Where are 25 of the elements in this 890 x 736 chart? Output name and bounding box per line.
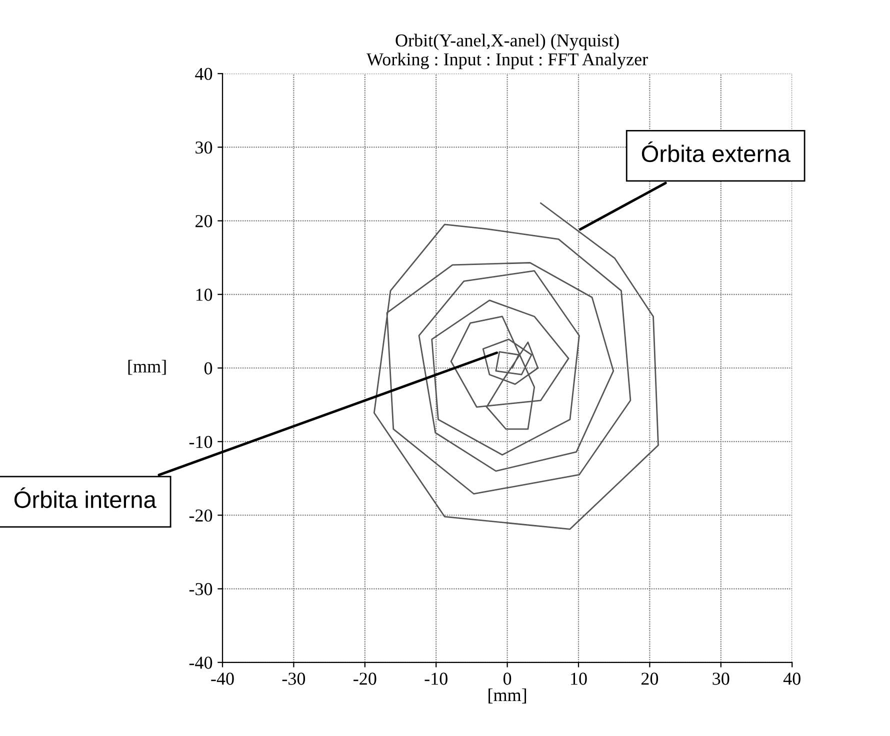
line-series: [373, 202, 659, 530]
y-tick-label: 30: [196, 141, 212, 154]
x-tick-label: -10: [424, 672, 448, 685]
x-tick-label: -40: [211, 672, 234, 685]
annotation: Órbita externa: [642, 141, 790, 162]
chart-title: Orbit(Y-anel,X-anel) (Nyquist): [396, 34, 619, 50]
y-tick-label: 0: [204, 362, 212, 374]
x-tick-label: -20: [354, 672, 376, 685]
y-tick-label: -10: [189, 436, 212, 448]
x-axis-title: [mm]: [488, 688, 526, 704]
x-tick-label: 30: [712, 672, 730, 685]
x-tick-label: 40: [783, 672, 800, 685]
x-tick-label: 20: [641, 672, 658, 685]
y-axis-title: [mm]: [128, 360, 166, 375]
y-tick-label: -40: [189, 656, 212, 669]
y-tick-label: 40: [195, 68, 212, 80]
x-tick-label: 0: [503, 672, 512, 685]
y-tick-label: -20: [189, 509, 212, 522]
y-tick-label: 10: [196, 288, 212, 301]
chart-subtitle: Working : Input : Input : FFT Analyzer: [366, 52, 648, 70]
annotation: Órbita interna: [14, 487, 156, 508]
x-tick-label: -30: [282, 672, 306, 685]
y-tick-label: 20: [196, 215, 212, 228]
x-tick-label: 10: [571, 672, 587, 685]
y-tick-label: -30: [189, 583, 212, 596]
